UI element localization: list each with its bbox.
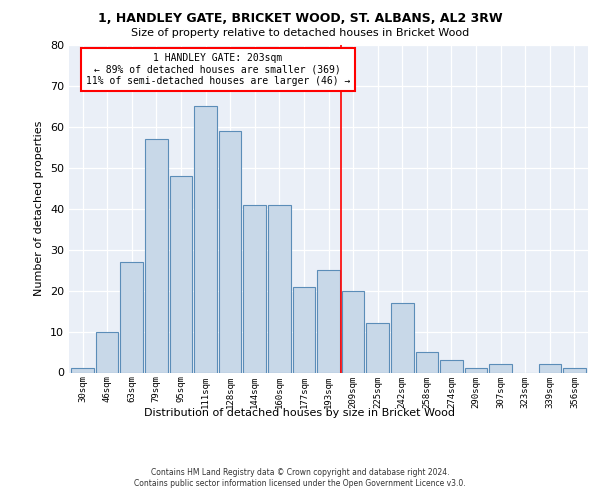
Bar — [367, 324, 389, 372]
Bar — [244, 204, 266, 372]
Bar — [317, 270, 340, 372]
Text: Distribution of detached houses by size in Bricket Wood: Distribution of detached houses by size … — [145, 408, 455, 418]
Bar — [563, 368, 586, 372]
Y-axis label: Number of detached properties: Number of detached properties — [34, 121, 44, 296]
Bar — [170, 176, 192, 372]
Bar — [342, 290, 364, 372]
Bar — [391, 303, 413, 372]
Text: Contains HM Land Registry data © Crown copyright and database right 2024.
Contai: Contains HM Land Registry data © Crown c… — [134, 468, 466, 487]
Bar — [268, 204, 290, 372]
Text: 1 HANDLEY GATE: 203sqm
← 89% of detached houses are smaller (369)
11% of semi-de: 1 HANDLEY GATE: 203sqm ← 89% of detached… — [86, 53, 350, 86]
Bar — [145, 139, 167, 372]
Bar — [490, 364, 512, 372]
Bar — [194, 106, 217, 372]
Bar — [293, 286, 315, 372]
Bar — [219, 131, 241, 372]
Bar — [121, 262, 143, 372]
Bar — [416, 352, 438, 372]
Text: 1, HANDLEY GATE, BRICKET WOOD, ST. ALBANS, AL2 3RW: 1, HANDLEY GATE, BRICKET WOOD, ST. ALBAN… — [98, 12, 502, 26]
Bar — [539, 364, 561, 372]
Bar — [440, 360, 463, 372]
Bar — [71, 368, 94, 372]
Bar — [96, 332, 118, 372]
Text: Size of property relative to detached houses in Bricket Wood: Size of property relative to detached ho… — [131, 28, 469, 38]
Bar — [465, 368, 487, 372]
